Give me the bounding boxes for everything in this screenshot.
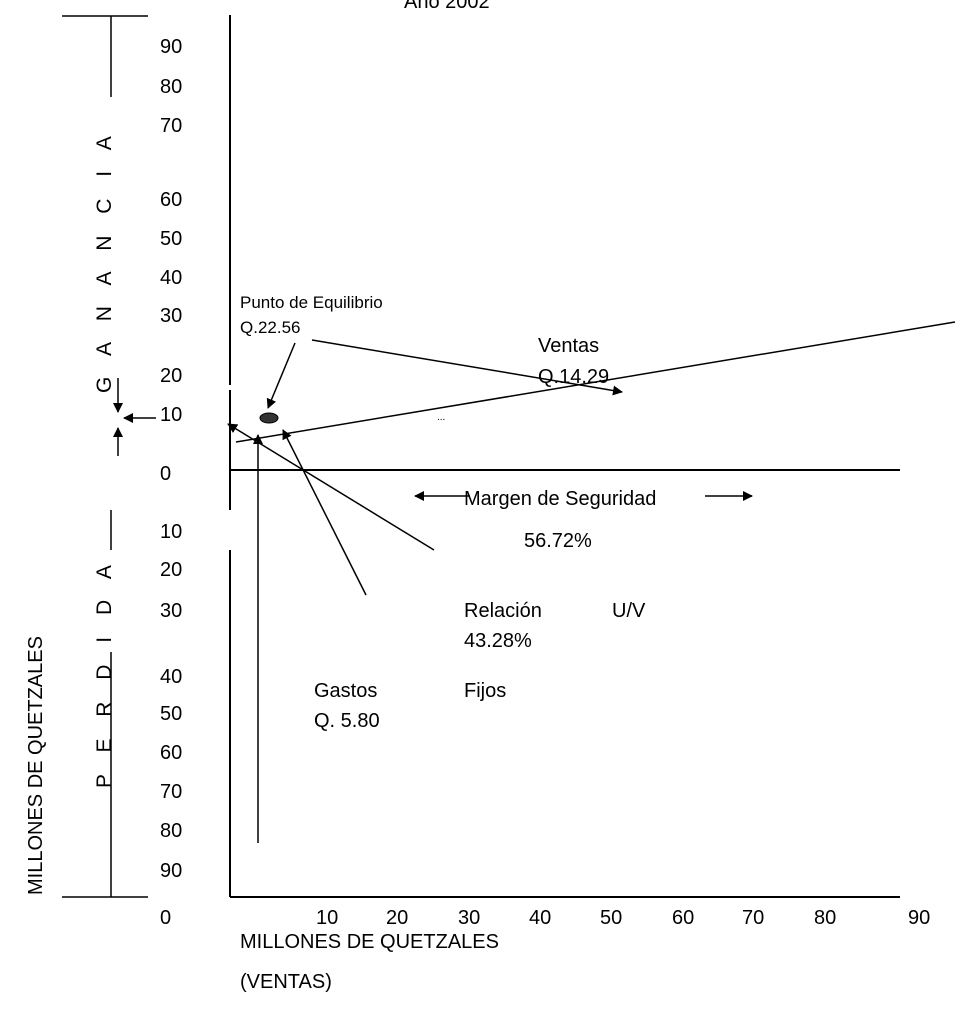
x-ticks: 0 10 20 30 40 50 60 70 80 90 bbox=[160, 907, 930, 929]
y-tick-label: 90 bbox=[160, 36, 182, 58]
y-ticks-gain: 90 80 70 60 50 40 30 20 10 bbox=[160, 36, 182, 426]
x-tick-label: 90 bbox=[908, 907, 930, 929]
y-tick-label: 40 bbox=[160, 267, 182, 289]
y-tick-zero: 0 bbox=[160, 463, 171, 485]
ratio-label: Relación bbox=[464, 600, 542, 622]
y-tick-label: 70 bbox=[160, 781, 182, 803]
fixed-label: Gastos bbox=[314, 680, 377, 702]
x-tick-label: 40 bbox=[529, 907, 551, 929]
x-tick-label: 10 bbox=[316, 907, 338, 929]
x-tick-label: 70 bbox=[742, 907, 764, 929]
region-loss-label: P E R D I D A bbox=[93, 557, 116, 788]
margin-value: 56.72% bbox=[524, 530, 592, 552]
y-tick-label: 20 bbox=[160, 559, 182, 581]
sales-value-arrow bbox=[311, 339, 623, 396]
margin-label: Margen de Seguridad bbox=[464, 488, 656, 510]
y-tick-label: 30 bbox=[160, 600, 182, 622]
fixed-label-2: Fijos bbox=[464, 680, 506, 702]
y-ticks-loss: 10 20 30 40 50 60 70 80 90 bbox=[160, 521, 182, 882]
chart-lines bbox=[227, 321, 956, 843]
x-axis-label-sub: (VENTAS) bbox=[240, 971, 332, 993]
sales-line bbox=[235, 321, 956, 443]
x-tick-label: 20 bbox=[386, 907, 408, 929]
region-gain-label: G A N A N C I A bbox=[93, 128, 116, 393]
y-tick-label: 50 bbox=[160, 228, 182, 250]
chart-title: Año 2002 bbox=[404, 0, 490, 13]
y-tick-label: 20 bbox=[160, 365, 182, 387]
sales-value: Q.14.29 bbox=[538, 366, 609, 388]
sales-label: Ventas bbox=[538, 335, 599, 357]
x-tick-label: 50 bbox=[600, 907, 622, 929]
cost-line bbox=[227, 423, 435, 551]
y-tick-label: 40 bbox=[160, 666, 182, 688]
axes bbox=[229, 15, 900, 898]
breakeven-point bbox=[259, 412, 279, 424]
y-tick-label: 80 bbox=[160, 820, 182, 842]
y-tick-label: 90 bbox=[160, 860, 182, 882]
y-tick-label: 60 bbox=[160, 189, 182, 211]
breakeven-arrow bbox=[266, 342, 296, 409]
ten-marker-arrows bbox=[113, 378, 156, 456]
ellipsis-mark: ... bbox=[437, 412, 445, 423]
x-axis-label: MILLONES DE QUETZALES bbox=[240, 931, 499, 953]
x-tick-label: 60 bbox=[672, 907, 694, 929]
ratio-value: 43.28% bbox=[464, 630, 532, 652]
y-tick-label: 70 bbox=[160, 115, 182, 137]
breakeven-value: Q.22.56 bbox=[240, 318, 301, 337]
ratio-unit: U/V bbox=[612, 600, 646, 622]
y-axis-label: MILLONES DE QUETZALES bbox=[25, 636, 47, 895]
y-tick-label: 60 bbox=[160, 742, 182, 764]
y-tick-label: 30 bbox=[160, 305, 182, 327]
x-tick-label: 30 bbox=[458, 907, 480, 929]
y-tick-label: 10 bbox=[160, 404, 182, 426]
y-tick-label: 10 bbox=[160, 521, 182, 543]
x-tick-label: 80 bbox=[814, 907, 836, 929]
y-tick-label: 80 bbox=[160, 76, 182, 98]
y-tick-label: 50 bbox=[160, 703, 182, 725]
x-tick-label: 0 bbox=[160, 907, 171, 929]
left-bracket bbox=[62, 15, 148, 898]
fixed-value: Q. 5.80 bbox=[314, 710, 380, 732]
ratio-arrow bbox=[282, 429, 367, 596]
breakeven-label: Punto de Equilibrio bbox=[240, 293, 383, 312]
